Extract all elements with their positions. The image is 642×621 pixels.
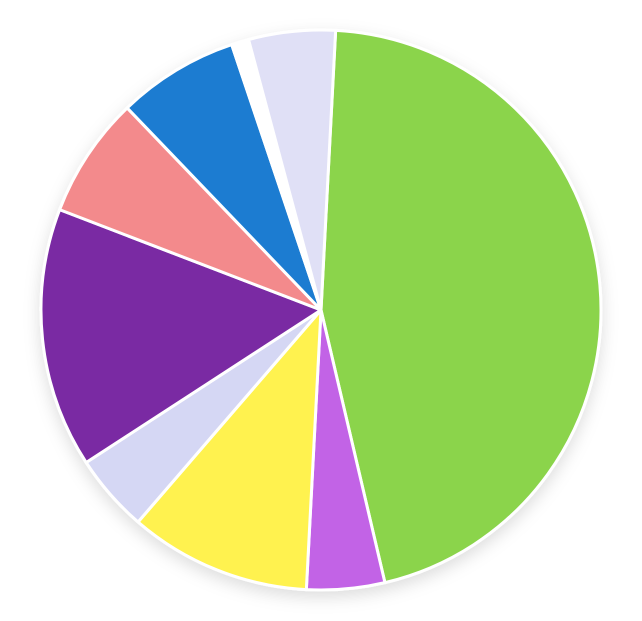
pie-chart <box>0 0 642 621</box>
